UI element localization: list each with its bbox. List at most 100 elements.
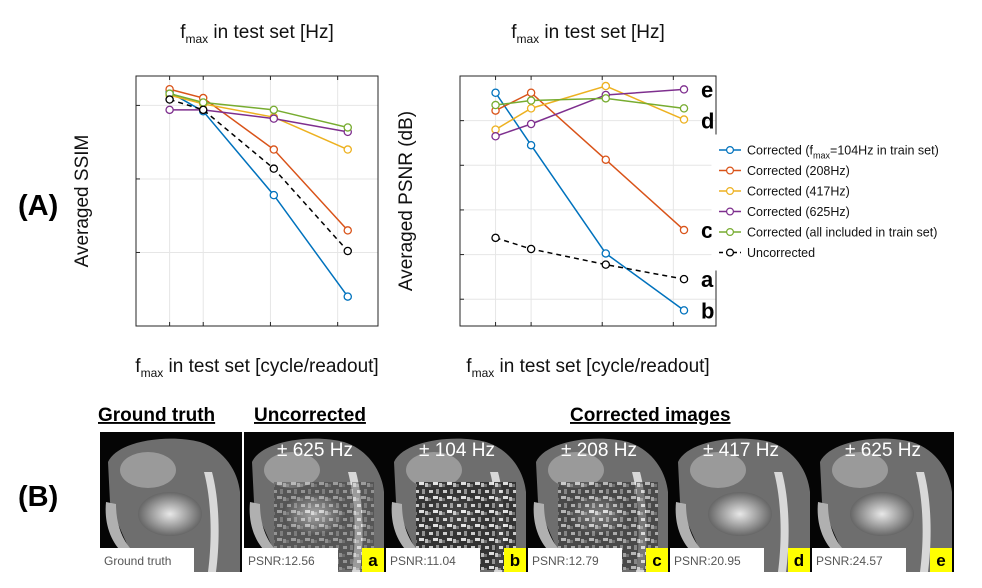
image-letter: d	[794, 551, 804, 570]
legend-label-sub: max	[813, 151, 831, 161]
x-axis-label: fmax in test set [cycle/readout]	[135, 356, 378, 380]
panel-label-b: (B)	[18, 481, 58, 513]
series-line	[495, 88, 685, 137]
data-point	[601, 81, 611, 91]
data-point	[491, 88, 500, 97]
data-point	[526, 96, 536, 105]
psnr-box	[528, 548, 622, 572]
tongue-region	[138, 492, 202, 536]
x-axis-label-suffix: in test set [cycle/readout]	[163, 356, 378, 377]
mri-image-c625: ± 625 Hz PSNR:24.57 e	[812, 432, 954, 572]
y-axis-label: Averaged SSIM	[72, 135, 93, 268]
lip-region	[533, 502, 558, 554]
series-line	[495, 91, 685, 231]
series-line	[169, 109, 348, 133]
mri-image-unc: ± 625 Hz PSNR:12.56 a	[244, 432, 386, 572]
image-letter: e	[936, 551, 945, 570]
point-label: c	[701, 218, 713, 243]
header-uncorrected: Uncorrected	[254, 405, 366, 426]
legend-swatch-marker	[725, 207, 734, 216]
image-headers: Ground truth Uncorrected Corrected image…	[98, 405, 731, 426]
legend-label: Corrected (fmax=104Hz in train set)	[747, 144, 939, 161]
letter-box	[930, 548, 952, 572]
data-point	[269, 164, 279, 173]
legend-swatch-marker	[725, 248, 734, 257]
spine-region	[204, 472, 219, 572]
frequency-label: ± 625 Hz	[845, 440, 921, 461]
frequency-label: ± 208 Hz	[561, 440, 637, 461]
legend-label-prefix: Uncorrected	[747, 246, 815, 260]
data-point	[269, 190, 279, 200]
frequency-label: ± 625 Hz	[277, 440, 353, 461]
data-point	[165, 95, 174, 104]
mri-image-gt: Ground truth	[100, 432, 242, 572]
psnr-box	[812, 548, 906, 572]
spine-region	[916, 472, 931, 572]
mri-image-c208: ± 208 Hz PSNR:12.79 c	[528, 432, 670, 572]
series-line	[169, 92, 348, 129]
psnr-box	[386, 548, 480, 572]
series-line	[495, 97, 685, 110]
data-point	[343, 226, 352, 235]
panel-label-a: (A)	[18, 190, 58, 222]
data-point	[601, 94, 611, 103]
data-point	[269, 105, 279, 115]
point-label: b	[701, 298, 714, 323]
legend-swatch-marker	[725, 228, 734, 237]
data-point	[526, 140, 536, 150]
psnr-label: PSNR:20.95	[674, 554, 741, 568]
header-corrected-images: Corrected images	[570, 405, 731, 426]
psnr-chart: fmax in test set [cycle/readout] fmax in …	[396, 22, 717, 380]
psnr-box	[670, 548, 764, 572]
frequency-label: ± 417 Hz	[703, 440, 779, 461]
data-point	[526, 88, 536, 97]
image-letter: b	[510, 551, 520, 570]
lip-region	[249, 502, 274, 554]
spine-region	[774, 472, 789, 572]
y-axis-label: Averaged PSNR (dB)	[396, 111, 417, 291]
x-axis-label: fmax in test set [cycle/readout]	[466, 356, 709, 380]
legend-swatch-marker	[725, 187, 734, 196]
axes-box	[135, 75, 379, 327]
data-point	[526, 104, 536, 113]
data-point	[198, 98, 208, 107]
lip-region	[817, 502, 842, 554]
psnr-label: Ground truth	[104, 554, 171, 568]
nasal-region	[548, 452, 604, 488]
data-point	[343, 246, 352, 256]
data-point	[491, 100, 500, 110]
nasal-region	[406, 452, 462, 488]
top-axis-label-sub: max	[185, 32, 208, 46]
letter-box	[504, 548, 526, 572]
series-line	[169, 91, 349, 298]
data-point	[679, 85, 689, 94]
top-axis-label: fmax in test set [Hz]	[511, 22, 665, 46]
legend-label-prefix: Corrected (all included in train set)	[747, 226, 937, 240]
psnr-label: PSNR:12.56	[248, 554, 315, 568]
mri-image-c104: ± 104 Hz PSNR:11.04 b	[386, 432, 528, 572]
legend-label-suffix: =104Hz in train set)	[830, 144, 939, 158]
legend-label: Corrected (all included in train set)	[747, 226, 937, 240]
legend-box	[711, 134, 967, 271]
top-axis-label-prefix: f	[180, 22, 186, 43]
data-point	[601, 155, 611, 164]
data-point	[343, 292, 352, 301]
x-axis-label-prefix: f	[135, 356, 141, 377]
x-axis-label-prefix: f	[466, 356, 472, 377]
legend: Corrected (fmax=104Hz in train set)Corre…	[711, 134, 967, 271]
data-point	[491, 233, 500, 243]
data-point	[343, 123, 352, 132]
tongue-region	[708, 492, 772, 536]
legend-label-prefix: Corrected (f	[747, 144, 814, 158]
psnr-label: PSNR:12.79	[532, 554, 599, 568]
legend-label-prefix: Corrected (208Hz)	[747, 164, 850, 178]
nasal-region	[264, 452, 320, 488]
data-point	[526, 244, 536, 254]
data-point	[679, 104, 689, 113]
top-axis-label-suffix: in test set [Hz]	[208, 22, 334, 43]
image-letter: a	[368, 551, 378, 570]
top-axis-label-suffix: in test set [Hz]	[539, 22, 665, 43]
header-ground-truth: Ground truth	[98, 405, 215, 426]
tongue-region	[850, 492, 914, 536]
